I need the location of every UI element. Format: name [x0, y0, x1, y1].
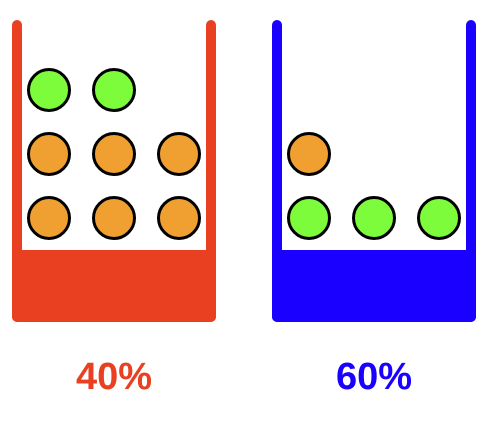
left-container-left-wall	[12, 20, 22, 322]
left-container-percent-label: 40%	[75, 356, 153, 398]
right-container-percent-label: 60%	[335, 356, 413, 398]
left-container-green-ball	[92, 68, 136, 112]
left-container-orange-ball	[157, 196, 201, 240]
right-container-base	[272, 250, 476, 322]
left-container-orange-ball	[27, 196, 71, 240]
left-container-orange-ball	[92, 196, 136, 240]
right-container-orange-ball	[287, 132, 331, 176]
left-container-orange-ball	[27, 132, 71, 176]
right-container-green-ball	[287, 196, 331, 240]
left-container-orange-ball	[92, 132, 136, 176]
left-container-green-ball	[27, 68, 71, 112]
left-container-right-wall	[206, 20, 216, 322]
left-container-base	[12, 250, 216, 322]
right-container-green-ball	[352, 196, 396, 240]
right-container-green-ball	[417, 196, 461, 240]
left-container-orange-ball	[157, 132, 201, 176]
right-container-left-wall	[272, 20, 282, 322]
right-container-right-wall	[466, 20, 476, 322]
